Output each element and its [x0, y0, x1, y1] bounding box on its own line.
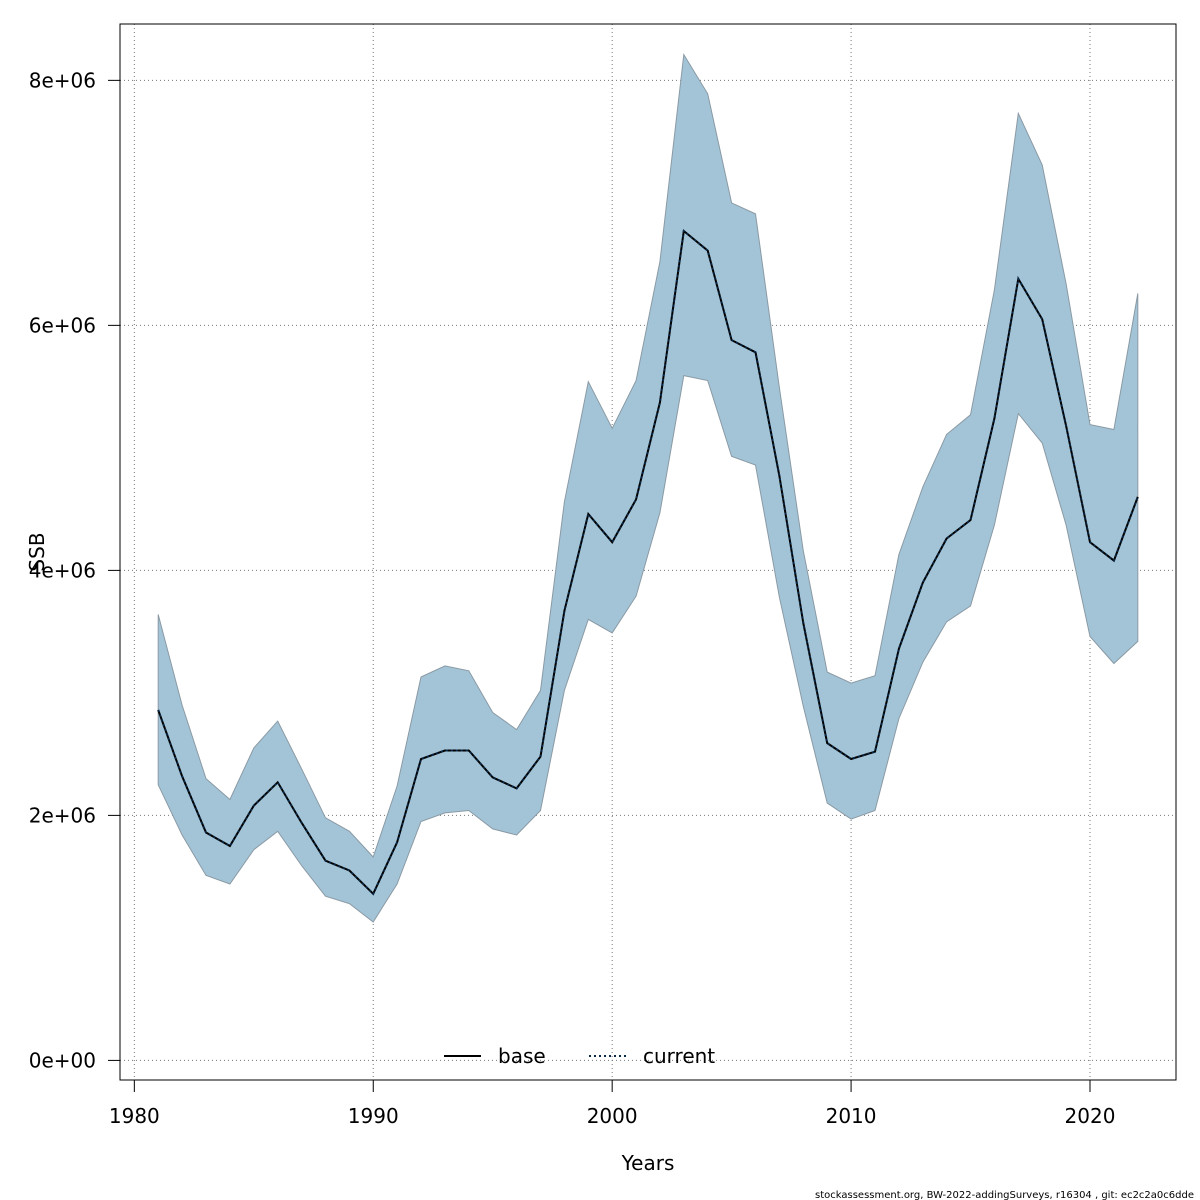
legend-label-current: current [643, 1044, 715, 1068]
x-tick-label-2000: 2000 [587, 1104, 638, 1128]
x-tick-label-2010: 2010 [826, 1104, 877, 1128]
y-tick-label-3: 6e+06 [29, 313, 96, 337]
footer-credit: stockassessment.org, BW-2022-addingSurve… [815, 1190, 1194, 1200]
y-tick-label-1: 2e+06 [29, 803, 96, 827]
x-axis: 1980 1990 2000 2010 2020 [109, 1079, 1116, 1128]
confidence-band [157, 53, 1139, 923]
y-axis-title: SSB [25, 532, 49, 571]
x-tick-label-2020: 2020 [1065, 1104, 1116, 1128]
y-tick-label-0: 0e+00 [29, 1048, 96, 1072]
x-tick-label-1990: 1990 [348, 1104, 399, 1128]
legend: base current [444, 1044, 715, 1068]
y-tick-label-4: 8e+06 [29, 68, 96, 92]
series-line-current [157, 229, 1139, 896]
y-axis: 0e+00 2e+06 4e+06 6e+06 8e+06 [29, 68, 121, 1072]
legend-label-base: base [498, 1044, 546, 1068]
x-axis-title: Years [621, 1151, 675, 1175]
y-tick-label-2: 4e+06 [29, 558, 96, 582]
x-tick-label-1980: 1980 [109, 1104, 160, 1128]
